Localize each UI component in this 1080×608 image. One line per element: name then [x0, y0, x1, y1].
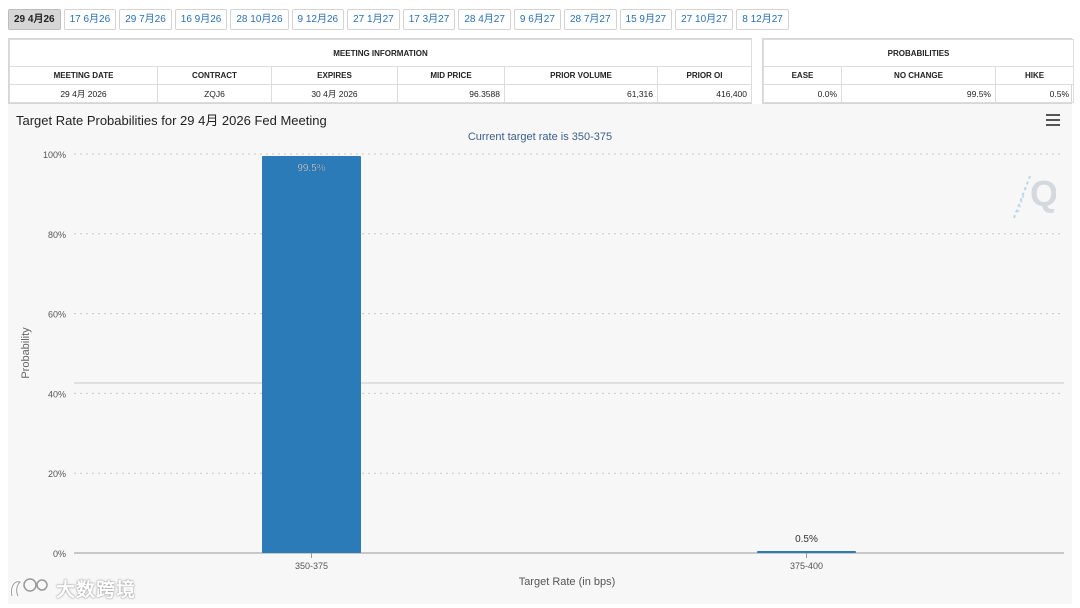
prior-volume-value: 61,316 [504, 84, 658, 103]
header-expires: EXPIRES [271, 66, 398, 85]
header-contract: CONTRACT [157, 66, 272, 85]
header-ease: EASE [763, 66, 842, 85]
expires-value: 30 4月 2026 [271, 84, 398, 103]
bar [757, 551, 856, 553]
prior-oi-value: 416,400 [656, 84, 753, 103]
y-tick-label: 20% [48, 469, 66, 479]
x-tick-label: 350-375 [295, 561, 328, 571]
tab-meeting-date[interactable]: 27 1月27 [347, 9, 400, 30]
tab-meeting-date[interactable]: 28 4月27 [458, 9, 511, 30]
y-tick-label: 60% [48, 310, 66, 320]
y-tick-label: 100% [43, 150, 66, 160]
probabilities-title: PROBABILITIES [763, 39, 1074, 67]
watermark-logo-icon [10, 578, 48, 597]
ease-value: 0.0% [763, 84, 842, 103]
meeting-information-title: MEETING INFORMATION [8, 39, 753, 67]
table-row: 0.0% 99.5% 0.5% [763, 84, 1074, 103]
meeting-date-tabs: 29 4月26 17 6月26 29 7月26 16 9月26 28 10月26 9 12… [8, 9, 789, 30]
bar-data-label: 99.5% [297, 163, 325, 174]
header-prior-volume: PRIOR VOLUME [504, 66, 658, 85]
svg-text:Q: Q [1030, 173, 1056, 214]
meeting-date-value: 29 4月 2026 [9, 84, 158, 103]
tab-meeting-date[interactable]: 17 3月27 [402, 9, 456, 30]
chart-title: Target Rate Probabilities for 29 4月 2026… [16, 113, 327, 128]
chart-menu-icon[interactable] [1046, 114, 1060, 126]
tab-meeting-date[interactable]: 28 7月27 [563, 9, 617, 30]
tab-meeting-date[interactable]: 27 10月27 [675, 9, 734, 30]
chart-plot: 0% 20% 40% 60% 80% 100% 350-375 99.5% 375-400 0.5… [20, 150, 1064, 588]
chart-subtitle: Current target rate is 350-375 [467, 131, 613, 143]
bar-data-label: 0.5% [795, 534, 818, 545]
watermark-text: 大数跨境 [56, 579, 137, 601]
header-hike: HIKE [995, 66, 1074, 85]
mid-price-value: 96.3588 [397, 84, 505, 103]
hike-value: 0.5% [995, 84, 1074, 103]
tab-meeting-date[interactable]: 8 12月27 [736, 9, 789, 30]
q-logo-icon: Q [1013, 173, 1056, 219]
no-change-value: 99.5% [841, 84, 996, 103]
tab-meeting-date[interactable]: 28 10月26 [230, 9, 289, 30]
y-tick-label: 80% [48, 230, 66, 240]
tab-meeting-date[interactable]: 17 6月26 [63, 9, 117, 30]
tab-meeting-date[interactable]: 9 12月26 [291, 9, 345, 30]
meeting-information-panel: MEETING INFORMATION MEETING DATE CONTRAC… [8, 38, 753, 104]
header-mid-price: MID PRICE [397, 66, 505, 85]
probabilities-panel: PROBABILITIES EASE NO CHANGE HIKE 0.0% 9… [762, 38, 1074, 104]
y-tick-label: 0% [53, 549, 66, 559]
x-axis-title: Target Rate (in bps) [519, 576, 616, 588]
header-meeting-date: MEETING DATE [9, 66, 158, 85]
header-prior-oi: PRIOR OI [656, 66, 753, 85]
contract-value: ZQJ6 [157, 84, 272, 103]
table-row: 29 4月 2026 ZQJ6 30 4月 2026 96.3588 61,31… [9, 84, 753, 103]
tab-meeting-date[interactable]: 29 4月26 [8, 9, 61, 30]
header-no-change: NO CHANGE [841, 66, 996, 85]
bar [262, 155, 361, 553]
y-axis-title: Probability [20, 327, 32, 379]
tab-meeting-date[interactable]: 9 6月27 [513, 9, 561, 30]
target-rate-chart: Target Rate Probabilities for 29 4月 2026… [8, 104, 1072, 604]
tab-meeting-date[interactable]: 16 9月26 [174, 9, 228, 30]
y-tick-label: 40% [48, 389, 66, 399]
x-tick-label: 375-400 [790, 561, 823, 571]
tab-meeting-date[interactable]: 29 7月26 [119, 9, 172, 30]
tab-meeting-date[interactable]: 15 9月27 [619, 9, 673, 30]
watermark: 大数跨境 [8, 574, 136, 602]
